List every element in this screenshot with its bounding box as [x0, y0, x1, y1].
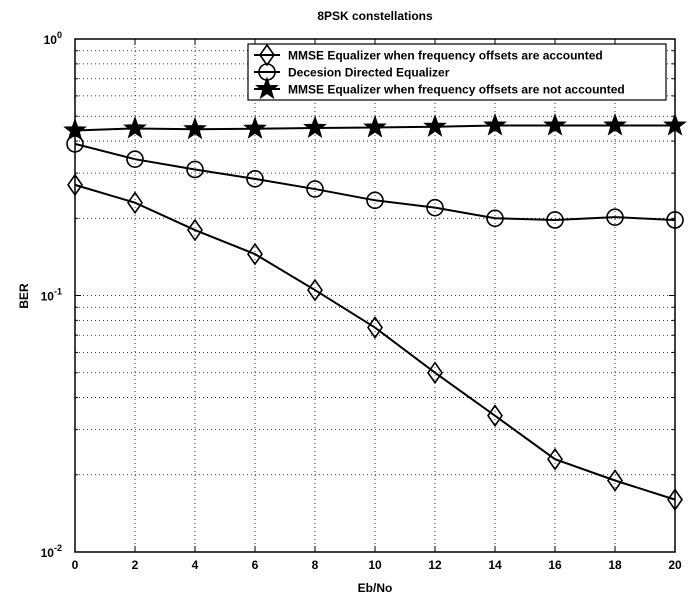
star-marker — [255, 76, 279, 100]
series-line — [74, 142, 676, 221]
diamond-marker — [187, 218, 203, 242]
star-marker — [483, 113, 507, 136]
x-tick-label: 12 — [428, 558, 442, 572]
diamond-marker — [127, 191, 143, 215]
circle-marker — [186, 160, 204, 179]
x-tick-label: 14 — [488, 558, 502, 572]
diamond-marker — [259, 43, 275, 67]
diamond-marker — [247, 242, 263, 266]
diamond-marker — [487, 404, 503, 428]
circle-marker — [546, 211, 564, 229]
star-marker — [603, 113, 627, 136]
circle-marker — [246, 170, 264, 188]
circle-marker — [426, 198, 444, 217]
star-marker — [243, 116, 267, 139]
star-marker — [303, 115, 327, 139]
y-tick-label: 100 — [44, 30, 62, 47]
star-marker — [543, 113, 567, 136]
legend-box — [247, 43, 667, 101]
y-tick-label: 10-1 — [41, 287, 62, 304]
x-tick-label: 2 — [132, 558, 139, 572]
series-layer — [63, 113, 687, 512]
series-line — [74, 183, 676, 501]
y-tick-label: 10-2 — [41, 543, 62, 560]
circle-marker — [126, 150, 144, 168]
x-tick-label: 4 — [192, 558, 199, 572]
diamond-marker — [367, 316, 383, 339]
legend-label: MMSE Equalizer when frequency offsets ar… — [288, 83, 625, 97]
x-tick-label: 8 — [312, 558, 319, 572]
diamond-marker — [307, 278, 323, 302]
circle-marker — [366, 191, 384, 210]
star-marker — [123, 115, 147, 139]
x-tick-label: 20 — [668, 558, 682, 572]
y-axis-title: BER — [17, 283, 31, 309]
circle-marker — [306, 180, 324, 198]
circle-marker — [666, 211, 684, 229]
diamond-marker — [607, 469, 623, 492]
diamond-marker — [547, 447, 563, 471]
star-marker — [423, 114, 447, 137]
star-marker — [183, 116, 207, 140]
series-2 — [66, 135, 684, 229]
star-marker — [663, 113, 687, 136]
axis-ticks: 0 2 4 6 8 10 12 14 16 18 20 10-2 10-1 100 — [41, 30, 682, 572]
series-1 — [67, 173, 683, 512]
x-tick-label: 0 — [72, 558, 79, 572]
x-tick-label: 6 — [252, 558, 259, 572]
legend-label: MMSE Equalizer when frequency offsets ar… — [288, 49, 603, 63]
series-3 — [63, 113, 687, 141]
grid — [74, 39, 676, 553]
circle-marker — [66, 135, 84, 153]
x-tick-label: 10 — [368, 558, 382, 572]
circle-marker — [486, 209, 504, 228]
x-tick-label: 16 — [548, 558, 562, 572]
legend-label: Decesion Directed Equalizer — [288, 66, 450, 80]
diamond-marker — [67, 173, 83, 197]
diamond-marker — [427, 361, 443, 385]
chart-title: 8PSK constellations — [317, 9, 433, 23]
x-axis-title: Eb/No — [358, 581, 393, 595]
x-tick-label: 18 — [608, 558, 622, 572]
diamond-marker — [667, 488, 683, 512]
circle-marker — [606, 208, 624, 226]
star-marker — [63, 117, 87, 141]
legend: MMSE Equalizer when frequency offsets ar… — [247, 43, 667, 101]
star-marker — [363, 114, 387, 138]
